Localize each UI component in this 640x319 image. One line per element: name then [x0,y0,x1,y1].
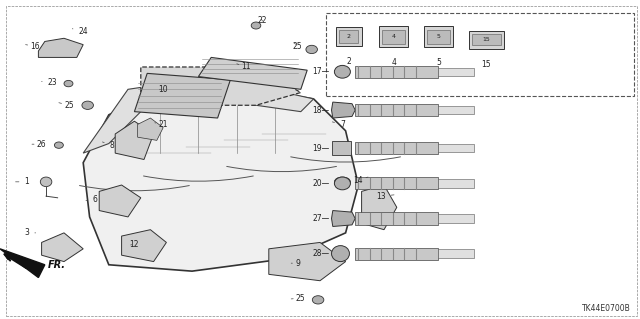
Polygon shape [362,185,397,230]
Text: 2: 2 [347,34,351,39]
Text: 12: 12 [130,240,139,249]
Polygon shape [0,249,45,278]
Text: 15: 15 [481,60,492,69]
Bar [438,179,474,188]
Text: 23: 23 [42,78,58,87]
Text: 15: 15 [483,37,490,42]
Ellipse shape [332,246,349,262]
Text: FR.: FR. [48,260,66,270]
Bar [438,214,474,223]
Bar [438,68,474,76]
Text: 5: 5 [436,58,441,67]
Text: 4: 4 [392,34,396,39]
Ellipse shape [335,177,351,190]
Text: 8: 8 [102,141,115,150]
Bar [438,249,474,258]
Bar [424,26,453,47]
Bar [472,34,501,45]
Polygon shape [38,38,83,57]
Ellipse shape [306,45,317,54]
Text: 25: 25 [59,101,74,110]
Text: 17—: 17— [312,67,330,76]
Bar [336,27,362,46]
Ellipse shape [335,65,351,78]
Ellipse shape [335,177,351,187]
Bar [438,106,474,114]
Text: 3: 3 [24,228,36,237]
Text: 2: 2 [346,57,351,66]
Text: 25: 25 [291,294,306,303]
Text: 21: 21 [155,120,168,129]
Text: 11: 11 [237,63,251,71]
Text: 7: 7 [332,120,345,129]
Ellipse shape [64,80,73,87]
FancyArrowPatch shape [8,256,26,268]
Ellipse shape [40,177,52,187]
Bar [383,30,405,44]
Bar [355,248,438,260]
Text: 13: 13 [376,192,394,201]
Text: TK44E0700B: TK44E0700B [582,304,630,313]
Bar [380,26,408,47]
Polygon shape [134,73,230,118]
Polygon shape [99,185,141,217]
Polygon shape [83,86,358,271]
Text: 1: 1 [15,177,29,186]
Polygon shape [141,67,301,105]
Text: 16: 16 [26,42,40,51]
Polygon shape [332,211,355,226]
Bar [355,212,438,225]
Polygon shape [198,57,307,89]
Polygon shape [83,80,314,153]
Bar [326,13,634,96]
Ellipse shape [54,142,63,148]
Ellipse shape [312,296,324,304]
Polygon shape [122,230,166,262]
Text: 10: 10 [158,85,168,94]
Polygon shape [115,121,154,160]
Ellipse shape [251,22,261,29]
Text: 24: 24 [72,27,88,36]
Bar [355,66,438,78]
Text: 5: 5 [436,34,440,39]
Text: 28—: 28— [312,249,330,258]
Bar [355,104,438,116]
Ellipse shape [82,101,93,109]
Bar [355,177,438,189]
Bar [355,142,438,154]
Polygon shape [138,118,163,140]
Text: 18—: 18— [312,106,330,115]
Polygon shape [42,233,83,262]
Bar [332,141,351,155]
Text: 22: 22 [258,16,267,25]
Text: 19—: 19— [312,144,330,153]
Text: 9: 9 [291,259,300,268]
Text: 25: 25 [292,42,303,51]
Text: 27—: 27— [312,214,330,223]
Bar [468,31,504,48]
Bar [438,144,474,152]
Bar [339,30,358,43]
Text: 20—: 20— [312,179,330,188]
Text: 14: 14 [353,176,368,185]
Polygon shape [332,102,355,118]
Polygon shape [269,242,346,281]
Text: 26: 26 [32,140,47,149]
Bar [428,30,450,44]
Text: 6: 6 [86,195,97,204]
Text: 4: 4 [391,58,396,67]
